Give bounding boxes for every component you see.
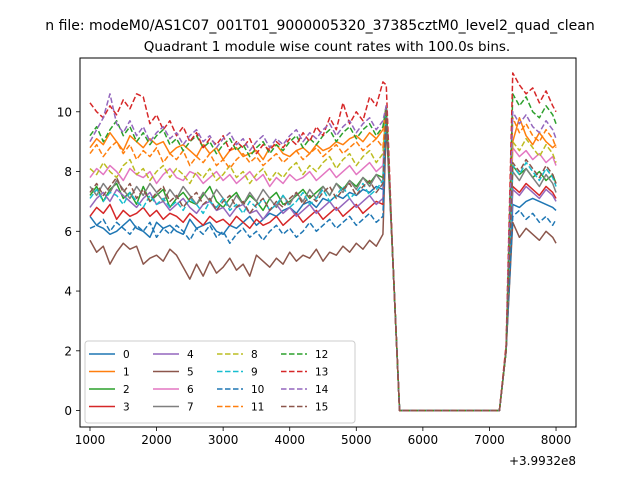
series-layer <box>89 72 557 412</box>
series-line-8 <box>89 105 557 412</box>
x-tick-label: 8000 <box>541 433 572 447</box>
y-tick-label: 6 <box>64 225 72 239</box>
x-tick-label: 1000 <box>75 433 106 447</box>
y-tick-label: 2 <box>64 344 72 358</box>
y-tick-label: 4 <box>64 285 72 299</box>
x-axis: 1000 2000 3000 4000 5000 6000 7000 8000 <box>75 427 572 447</box>
y-axis: 0 2 4 6 8 10 <box>57 105 80 418</box>
legend-label-3: 3 <box>123 402 130 414</box>
series-line-15 <box>89 108 557 412</box>
legend-label-0: 0 <box>123 349 130 361</box>
x-tick-label: 3000 <box>208 433 239 447</box>
legend-label-10: 10 <box>251 384 264 396</box>
legend-label-8: 8 <box>251 349 258 361</box>
x-tick-label: 7000 <box>474 433 505 447</box>
y-tick-label: 8 <box>64 165 72 179</box>
legend-label-14: 14 <box>315 384 329 396</box>
y-tick-label: 10 <box>57 105 72 119</box>
series-line-14 <box>89 93 557 412</box>
legend-label-15: 15 <box>315 402 328 414</box>
figure-suptitle: n file: modeM0/AS1C07_001T01_9000005320_… <box>45 18 594 34</box>
legend-label-5: 5 <box>187 367 194 379</box>
chart-title: Quadrant 1 module wise count rates with … <box>144 39 510 55</box>
legend-label-1: 1 <box>123 367 130 379</box>
legend-label-13: 13 <box>315 367 328 379</box>
legend-label-9: 9 <box>251 367 258 379</box>
x-tick-label: 2000 <box>141 433 172 447</box>
series-line-10 <box>89 111 557 412</box>
legend-label-2: 2 <box>123 384 130 396</box>
x-tick-label: 6000 <box>408 433 439 447</box>
x-tick-label: 5000 <box>341 433 372 447</box>
x-tick-label: 4000 <box>274 433 305 447</box>
legend-box <box>84 340 356 424</box>
legend-label-6: 6 <box>187 384 194 396</box>
legend-label-11: 11 <box>251 402 264 414</box>
legend-label-4: 4 <box>187 349 194 361</box>
x-offset-label: +3.9932e8 <box>509 454 576 468</box>
legend-label-7: 7 <box>187 402 194 414</box>
legend-label-12: 12 <box>315 349 328 361</box>
plot-frame <box>79 57 577 428</box>
y-tick-label: 0 <box>64 404 72 418</box>
